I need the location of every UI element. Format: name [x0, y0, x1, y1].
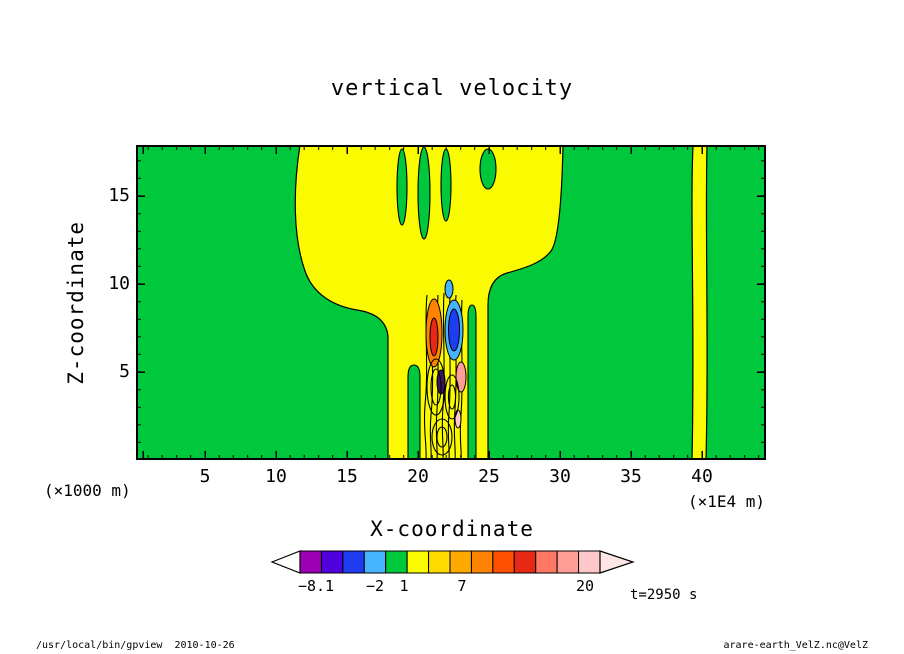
colorbar-left-arrow — [270, 550, 301, 574]
right-yellow-stripe — [691, 145, 708, 460]
x-tick-label: 20 — [407, 466, 429, 487]
x-tick-label: 40 — [691, 466, 713, 487]
colorbar-tick-label: 20 — [575, 577, 595, 595]
y-axis-unit-label: (×1000 m) — [44, 481, 131, 500]
x-tick-label: 35 — [620, 466, 642, 487]
colorbar-tick-label: −2 — [365, 577, 385, 595]
pink-blob-small — [454, 409, 462, 429]
colorbar-cells — [299, 550, 601, 574]
x-tick-label: 30 — [549, 466, 571, 487]
chart-title: vertical velocity — [330, 76, 574, 101]
y-tick-label: 5 — [119, 361, 130, 382]
colorbar — [270, 550, 635, 574]
y-tick-label: 10 — [108, 273, 130, 294]
weak-updraft-regions — [294, 145, 708, 460]
y-tick-label: 15 — [108, 185, 130, 206]
footer-dataset-text: arare-earth_VelZ.nc@VelZ — [723, 640, 869, 651]
plot-area — [136, 145, 766, 460]
y-axis-title-box: Z-coordinate — [58, 145, 94, 460]
colorbar-tick-label: 1 — [399, 577, 409, 595]
colorbar-tick-label: −8.1 — [297, 577, 335, 595]
footer-command-text: /usr/local/bin/gpview 2010-10-26 — [36, 640, 235, 651]
colorbar-tick-label: 7 — [457, 577, 467, 595]
x-tick-label: 10 — [265, 466, 287, 487]
colorbar-right-arrow — [599, 550, 635, 574]
updraft-red-core — [429, 317, 439, 357]
x-tick-label: 5 — [199, 466, 211, 487]
y-axis-title: Z-coordinate — [64, 220, 88, 385]
contour-plot — [136, 145, 766, 460]
central-yellow-region — [294, 145, 564, 460]
x-axis-title: X-coordinate — [370, 517, 534, 541]
pink-blob — [455, 361, 467, 393]
downdraft-blue-core — [448, 308, 460, 352]
x-tick-label: 15 — [336, 466, 358, 487]
core-contour-rings — [426, 358, 460, 456]
downdraft-cyan-patch — [444, 279, 454, 299]
time-annotation: t=2950 s — [630, 587, 698, 603]
convective-core-blobs — [425, 279, 467, 429]
x-tick-label: 25 — [478, 466, 500, 487]
x-axis-unit-label: (×1E4 m) — [688, 492, 766, 511]
